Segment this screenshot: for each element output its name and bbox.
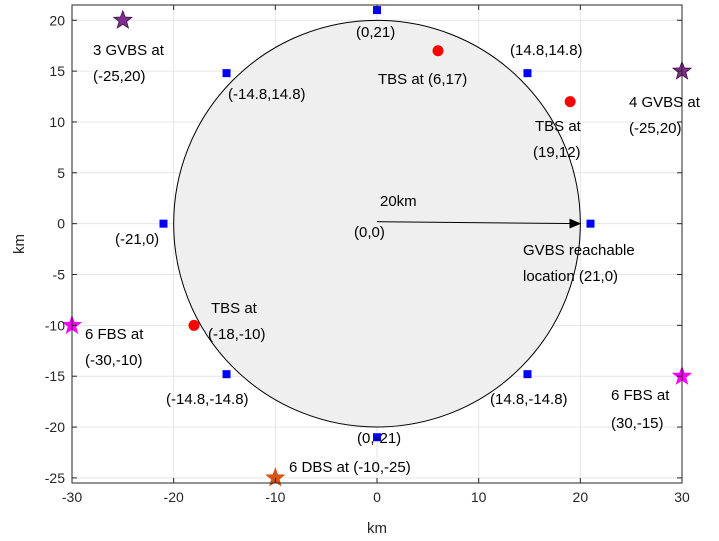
fbs-e-label-line1: 6 FBS at [611, 387, 670, 404]
sq-e-label-line2: location (21,0) [523, 268, 618, 285]
sq-ne-label: (14.8,14.8) [510, 42, 583, 59]
y-tick-label: 5 [57, 165, 65, 181]
y-tick-label: 20 [49, 12, 65, 28]
square-marker [586, 219, 595, 228]
y-tick-label: 0 [57, 216, 65, 232]
y-tick-label: 15 [49, 63, 65, 79]
arrow-label: 20km [380, 193, 417, 210]
y-tick-label: -5 [53, 267, 66, 283]
gvbs-ne-label-line1: 4 GVBS at [629, 94, 701, 111]
x-tick-label: -10 [265, 489, 285, 505]
sq-e-label-line1: GVBS reachable [523, 242, 635, 259]
dbs-label: 6 DBS at (-10,-25) [289, 459, 411, 476]
tbs-w-label-line1: TBS at [211, 300, 258, 317]
tbs-w-label-line2: (-18,-10) [208, 326, 266, 343]
square-marker [523, 69, 532, 78]
sq-sw-label: (-14.8,-14.8) [166, 391, 249, 408]
tbs-n-label: TBS at (6,17) [378, 71, 467, 88]
sq-se-label: (14.8,-14.8) [490, 391, 568, 408]
x-tick-label: -20 [164, 489, 184, 505]
fbs-e-label-line2: (30,-15) [611, 415, 664, 432]
x-tick-label: 30 [674, 489, 690, 505]
y-tick-label: 10 [49, 114, 65, 130]
x-tick-label: 10 [471, 489, 487, 505]
square-marker [222, 69, 231, 78]
gvbs-nw-label-line2: (-25,20) [93, 68, 146, 85]
fbs-w-label-line2: (-30,-10) [85, 352, 143, 369]
y-tick-label: -25 [45, 470, 65, 486]
gvbs-ne-label-line2: (-25,20) [629, 120, 682, 137]
fbs-w-label-line1: 6 FBS at [85, 326, 144, 343]
circle-marker [564, 96, 576, 108]
x-tick-label: 20 [573, 489, 589, 505]
square-marker [523, 370, 532, 379]
y-tick-label: -10 [45, 317, 65, 333]
sq-s-label: (0,-21) [357, 430, 401, 447]
square-marker [373, 6, 381, 15]
circle-marker [188, 319, 200, 331]
circle-marker [432, 45, 444, 57]
x-tick-label: 0 [373, 489, 381, 505]
radius-arrow [376, 218, 582, 229]
ticks-layer: -30 -20 -10 0 10 20 30 -25 -20 -15 -10 -5 0 5 10 15 20 [45, 5, 690, 505]
square-marker [373, 433, 381, 442]
tbs-e-label-line2: (19,12) [533, 144, 581, 161]
sq-n-label: (0,21) [356, 24, 395, 41]
gvbs-nw-label-line1: 3 GVBS at [93, 42, 165, 59]
y-tick-label: -15 [45, 368, 65, 384]
star-marker [112, 9, 133, 29]
sq-nw-label: (-14.8,14.8) [228, 86, 306, 103]
x-tick-label: -30 [62, 489, 82, 505]
tbs-e-label-line1: TBS at [535, 118, 582, 135]
sq-w-label: (-21,0) [115, 231, 159, 248]
y-axis-label: km [11, 234, 28, 254]
x-axis-label: km [367, 520, 387, 537]
origin-label: (0,0) [354, 224, 385, 241]
y-tick-label: -20 [45, 419, 65, 435]
square-marker [222, 370, 231, 379]
square-marker [159, 219, 168, 228]
